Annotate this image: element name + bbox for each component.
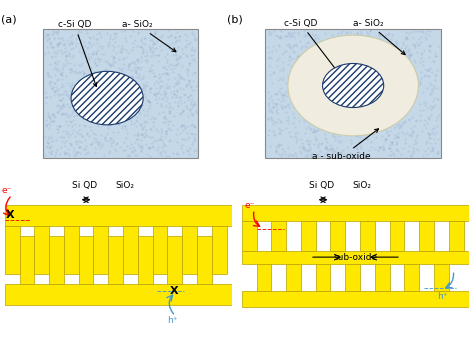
Text: $\mathbf{X}$: $\mathbf{X}$ bbox=[169, 284, 180, 296]
Bar bbox=[182, 226, 197, 274]
Bar bbox=[242, 221, 256, 251]
Text: a- SiO₂: a- SiO₂ bbox=[122, 20, 176, 52]
Bar bbox=[316, 264, 330, 291]
Text: (b): (b) bbox=[227, 15, 243, 25]
Ellipse shape bbox=[322, 64, 383, 107]
Bar bbox=[390, 221, 404, 251]
Bar bbox=[301, 221, 316, 251]
Bar bbox=[256, 264, 271, 291]
Text: (a): (a) bbox=[1, 15, 17, 25]
Text: e⁻: e⁻ bbox=[2, 186, 12, 195]
Text: a - sub-oxide: a - sub-oxide bbox=[312, 129, 378, 161]
Text: a- SiO₂: a- SiO₂ bbox=[353, 19, 405, 55]
Bar bbox=[49, 236, 64, 284]
Text: SiO₂: SiO₂ bbox=[116, 181, 135, 190]
Bar bbox=[79, 236, 93, 284]
Bar bbox=[345, 264, 360, 291]
Bar bbox=[360, 221, 375, 251]
Bar bbox=[242, 291, 469, 307]
Bar bbox=[265, 29, 441, 158]
Bar bbox=[153, 226, 167, 274]
Bar bbox=[449, 221, 464, 251]
Bar bbox=[5, 205, 232, 226]
Bar bbox=[242, 205, 469, 221]
Bar bbox=[271, 221, 286, 251]
Ellipse shape bbox=[71, 71, 143, 125]
Text: h⁺: h⁺ bbox=[437, 292, 447, 301]
Bar bbox=[434, 264, 449, 291]
Bar bbox=[419, 221, 434, 251]
Bar bbox=[330, 221, 345, 251]
Bar bbox=[212, 226, 227, 274]
Bar bbox=[5, 284, 232, 305]
Bar bbox=[197, 236, 212, 284]
Text: e⁻: e⁻ bbox=[244, 201, 255, 210]
Bar bbox=[108, 236, 123, 284]
Bar bbox=[167, 236, 182, 284]
Text: Si QD: Si QD bbox=[72, 181, 97, 190]
Text: h⁺: h⁺ bbox=[167, 316, 177, 325]
Text: SiO₂: SiO₂ bbox=[353, 181, 372, 190]
Text: c-Si QD: c-Si QD bbox=[284, 19, 338, 73]
Text: sub-oxide: sub-oxide bbox=[333, 253, 378, 262]
Text: $\mathbf{X}$: $\mathbf{X}$ bbox=[5, 208, 15, 220]
Bar bbox=[242, 251, 469, 264]
Bar bbox=[286, 264, 301, 291]
Bar bbox=[123, 226, 138, 274]
Text: c-Si QD: c-Si QD bbox=[58, 20, 97, 87]
Bar bbox=[64, 226, 79, 274]
Bar bbox=[138, 236, 153, 284]
Text: Si QD: Si QD bbox=[309, 181, 334, 190]
Bar bbox=[34, 226, 49, 274]
Bar bbox=[93, 226, 108, 274]
Bar bbox=[375, 264, 390, 291]
Bar bbox=[19, 236, 34, 284]
Bar bbox=[5, 226, 19, 274]
Circle shape bbox=[288, 35, 419, 136]
Bar bbox=[404, 264, 419, 291]
Bar bbox=[43, 29, 198, 158]
